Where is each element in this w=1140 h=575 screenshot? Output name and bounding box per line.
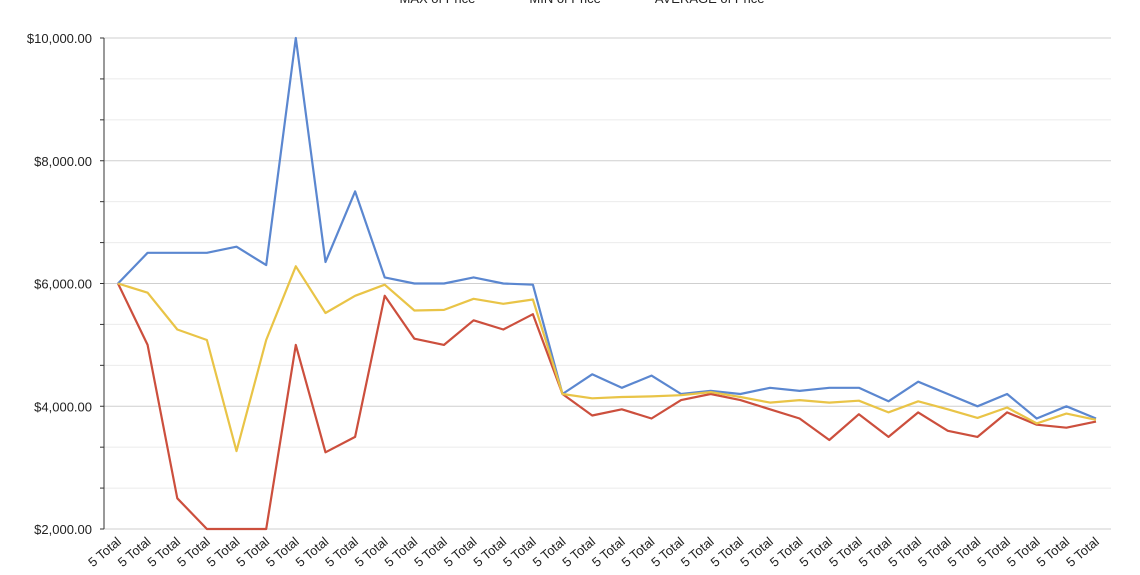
x-tick-label: 5 Total xyxy=(441,534,480,570)
legend-label: MAX of Price xyxy=(400,0,476,6)
y-tick-label: $6,000.00 xyxy=(34,277,92,292)
x-tick-label: 5 Total xyxy=(381,534,420,570)
x-tick-label: 5 Total xyxy=(945,534,984,570)
x-tick-label: 5 Total xyxy=(204,534,243,570)
x-tick-label: 5 Total xyxy=(885,534,924,570)
series-line xyxy=(117,36,1097,420)
x-tick-label: 5 Total xyxy=(767,534,806,570)
x-tick-label: 5 Total xyxy=(856,534,895,570)
x-tick-label: 5 Total xyxy=(115,534,154,570)
y-tick-label: $4,000.00 xyxy=(34,399,92,414)
x-tick-label: 5 Total xyxy=(826,534,865,570)
x-tick-label: 5 Total xyxy=(915,534,954,570)
x-tick-label: 5 Total xyxy=(500,534,539,570)
x-tick-label: 5 Total xyxy=(974,534,1013,570)
y-tick-label: $10,000.00 xyxy=(27,31,92,46)
x-tick-label: 5 Total xyxy=(263,534,302,570)
legend-item: AVERAGE of Price xyxy=(631,0,765,6)
x-tick-label: 5 Total xyxy=(619,534,658,570)
legend-item: MAX of Price xyxy=(376,0,476,6)
legend-label: AVERAGE of Price xyxy=(655,0,765,6)
x-tick-label: 5 Total xyxy=(233,534,272,570)
x-tick-label: 5 Total xyxy=(144,534,183,570)
x-tick-label: 5 Total xyxy=(174,534,213,570)
x-tick-label: 5 Total xyxy=(678,534,717,570)
x-tick-label: 5 Total xyxy=(530,534,569,570)
x-tick-label: 5 Total xyxy=(737,534,776,570)
x-tick-label: 5 Total xyxy=(707,534,746,570)
series-line xyxy=(117,283,1097,531)
x-tick-label: 5 Total xyxy=(411,534,450,570)
y-tick-label: $2,000.00 xyxy=(34,522,92,537)
chart-legend: MAX of Price MIN of Price AVERAGE of Price xyxy=(0,0,1140,6)
x-tick-label: 5 Total xyxy=(85,534,124,570)
x-tick-label: 5 Total xyxy=(559,534,598,570)
x-tick-label: 5 Total xyxy=(648,534,687,570)
x-tick-label: 5 Total xyxy=(1033,534,1072,570)
y-tick-label: $8,000.00 xyxy=(34,154,92,169)
x-tick-label: 5 Total xyxy=(1063,534,1102,570)
legend-item: MIN of Price xyxy=(505,0,601,6)
x-tick-label: 5 Total xyxy=(589,534,628,570)
series-line xyxy=(117,265,1097,453)
legend-label: MIN of Price xyxy=(529,0,601,6)
x-tick-label: 5 Total xyxy=(322,534,361,570)
x-tick-label: 5 Total xyxy=(1004,534,1043,570)
x-tick-label: 5 Total xyxy=(352,534,391,570)
x-tick-label: 5 Total xyxy=(293,534,332,570)
x-tick-label: 5 Total xyxy=(470,534,509,570)
x-tick-label: 5 Total xyxy=(796,534,835,570)
